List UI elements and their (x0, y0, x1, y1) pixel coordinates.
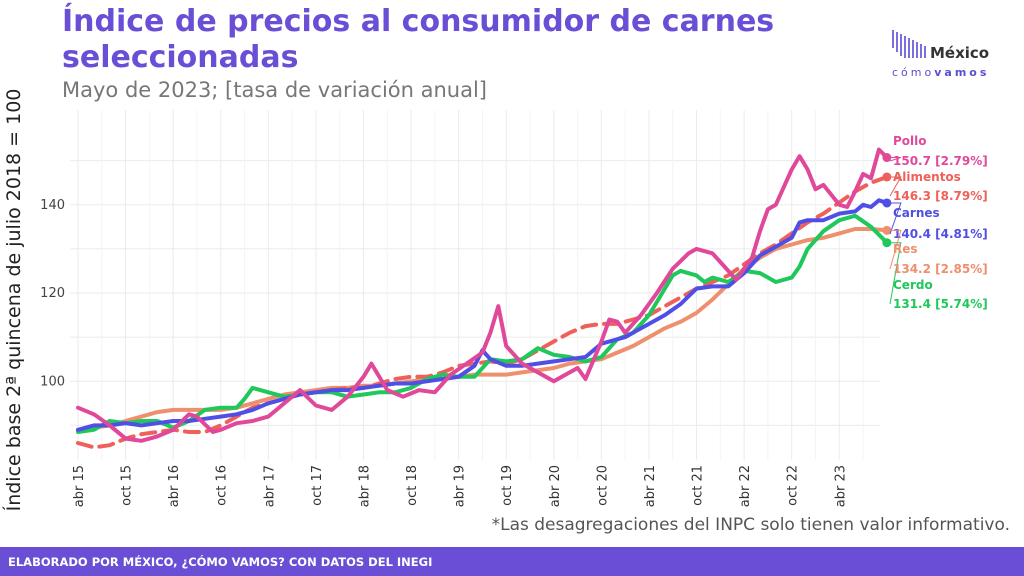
x-tick-label: abr 16 (167, 465, 182, 507)
y-axis-ticks: 100 120 140 (40, 198, 65, 390)
x-tick-label: oct 20 (595, 465, 610, 506)
footer-bar: ELABORADO POR MÉXICO, ¿CÓMO VAMOS? CON D… (0, 547, 1024, 576)
series-value-alimentos: 146.3 [8.79%] (893, 189, 988, 203)
series-endpoint-carnes (882, 198, 892, 208)
series-value-carnes: 140.4 [4.81%] (893, 227, 988, 241)
series-name-carnes: Carnes (893, 206, 940, 220)
series-value-res: 134.2 [2.85%] (893, 262, 988, 276)
y-tick-label: 100 (40, 374, 65, 389)
chart-subtitle: Mayo de 2023; [tasa de variación anual] (62, 78, 487, 102)
series-name-cerdo: Cerdo (893, 278, 933, 292)
bar-waves-icon (892, 30, 926, 58)
series-name-alimentos: Alimentos (893, 170, 961, 184)
footer-credit: ELABORADO POR MÉXICO, ¿CÓMO VAMOS? CON D… (8, 555, 433, 569)
logo-text-como: cómo (892, 66, 935, 79)
x-tick-label: abr 15 (72, 465, 87, 507)
logo-text-vamos: vamos (934, 66, 990, 79)
label-leader-cerdo (889, 242, 902, 305)
y-tick-label: 120 (40, 286, 65, 301)
label-leader-carnes (889, 202, 902, 235)
x-tick-label: abr 18 (357, 465, 372, 507)
x-tick-label: oct 16 (215, 465, 230, 506)
series-labels: Pollo 150.7 [2.79%] Carnes 140.4 [4.81%] Cer… (889, 134, 988, 311)
chart-grid (70, 110, 880, 460)
label-leader-alimentos (889, 176, 902, 197)
series-line-carnes (76, 198, 889, 432)
x-axis-ticks: abr 15 oct 15 abr 16 oct 16 abr 17 oct 17 abr … (72, 465, 848, 507)
chart-series (76, 147, 892, 450)
footnote: *Las desagregaciones del INPC solo tiene… (491, 515, 1010, 535)
series-value-pollo: 150.7 [2.79%] (893, 154, 988, 168)
x-tick-label: oct 18 (405, 465, 420, 506)
series-line-cerdo (76, 213, 889, 434)
mexico-como-vamos-logo: México cómovamos (890, 24, 1010, 84)
series-name-pollo: Pollo (893, 134, 927, 148)
series-line-pollo (76, 147, 889, 443)
x-tick-label: abr 22 (738, 465, 753, 507)
x-tick-label: abr 23 (833, 465, 848, 507)
x-tick-label: abr 21 (643, 465, 658, 507)
x-tick-label: abr 17 (262, 465, 277, 507)
series-value-cerdo: 131.4 [5.74%] (893, 297, 988, 311)
y-axis-label: Índice base 2ª quincena de julio 2018 = … (2, 89, 25, 512)
y-tick-label: 140 (40, 198, 65, 213)
series-name-res: Res (893, 242, 918, 256)
chart-title: Índice de precios al consumidor de carne… (62, 4, 775, 75)
series-endpoint-res (882, 225, 892, 235)
logo-text-mexico: México (930, 44, 990, 62)
x-tick-label: abr 19 (453, 465, 468, 507)
x-tick-label: oct 22 (786, 465, 801, 506)
x-tick-label: oct 17 (310, 465, 325, 506)
x-tick-label: oct 15 (120, 465, 135, 506)
series-endpoint-cerdo (882, 238, 892, 248)
label-leader-pollo (889, 157, 902, 162)
label-leader-res (889, 229, 902, 270)
logo-text-como-vamos: cómovamos (892, 66, 989, 79)
x-tick-label: abr 20 (548, 465, 563, 507)
series-endpoint-pollo (882, 153, 892, 163)
x-tick-label: oct 19 (500, 465, 515, 506)
x-tick-label: oct 21 (691, 465, 706, 506)
series-endpoint-alimentos (882, 172, 892, 182)
